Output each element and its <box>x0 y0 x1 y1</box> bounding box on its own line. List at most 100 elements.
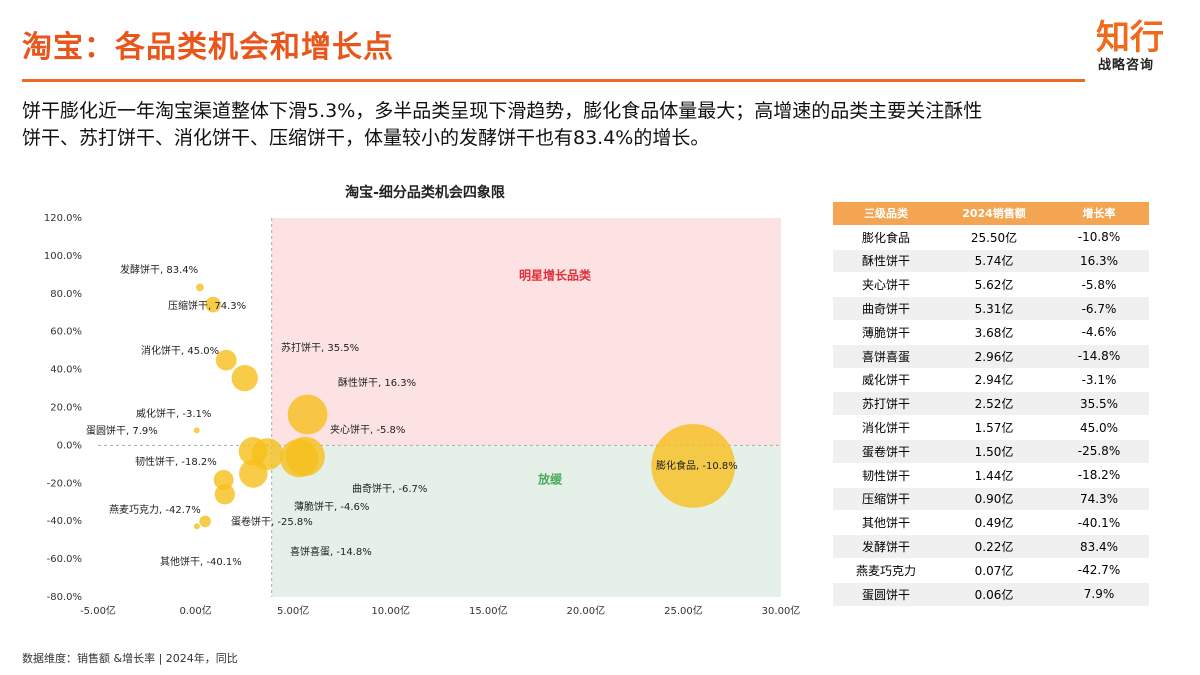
table-header-cell: 增长率 <box>1049 202 1149 226</box>
bubble <box>213 469 234 490</box>
bubble <box>280 438 319 478</box>
table-cell: 威化饼干 <box>833 368 939 393</box>
y-tick-label: 40.0% <box>50 365 82 376</box>
table-cell: 83.4% <box>1049 534 1149 559</box>
x-tick-label: 5.00亿 <box>277 604 309 617</box>
table-cell: 苏打饼干 <box>833 391 939 417</box>
table-row: 消化饼干 1.57亿 45.0% <box>833 415 1149 440</box>
description: 饼干膨化近一年淘宝渠道整体下滑5.3%，多半品类呈现下滑趋势，膨化食品体量最大；… <box>22 98 982 152</box>
y-tick-label: 20.0% <box>50 403 82 414</box>
point-label: 苏打饼干, 35.5% <box>281 341 359 354</box>
x-tick-label: 15.00亿 <box>469 604 508 617</box>
x-tick-label: 25.00亿 <box>664 604 703 617</box>
x-tick-label: 10.00亿 <box>371 604 410 617</box>
point-label: 韧性饼干, -18.2% <box>135 455 217 468</box>
title-rule <box>22 79 1085 82</box>
table-row: 喜饼喜蛋 2.96亿 -14.8% <box>833 344 1149 369</box>
x-tick-label: 30.00亿 <box>762 604 801 617</box>
table-cell: 5.74亿 <box>939 249 1049 274</box>
table-cell: 膨化食品 <box>833 225 939 250</box>
bubble <box>205 296 222 313</box>
bubble <box>214 484 236 505</box>
point-label: 发酵饼干, 83.4% <box>120 263 198 276</box>
description-line: 饼干膨化近一年淘宝渠道整体下滑5.3%，多半品类呈现下滑趋势，膨化食品体量最大；… <box>22 100 983 122</box>
table-cell: -3.1% <box>1049 368 1149 393</box>
point-label: 曲奇饼干, -6.7% <box>352 482 427 495</box>
table-cell: 曲奇饼干 <box>833 296 939 321</box>
description-line: 饼干、苏打饼干、消化饼干、压缩饼干，体量较小的发酵饼干也有83.4%的增长。 <box>22 127 710 149</box>
table-cell: -6.7% <box>1049 296 1149 321</box>
table-cell: 喜饼喜蛋 <box>833 344 939 369</box>
table-cell: 蛋卷饼干 <box>833 439 939 464</box>
bubble <box>287 394 328 435</box>
table-row: 韧性饼干 1.44亿 -18.2% <box>833 463 1149 488</box>
table-row: 蛋圆饼干 0.06亿 7.9% <box>833 582 1149 607</box>
table-cell: 2.52亿 <box>939 391 1049 417</box>
table-row: 膨化食品 25.50亿 -10.8% <box>833 225 1149 250</box>
y-tick-label: -20.0% <box>47 478 82 489</box>
y-tick-label: 100.0% <box>44 251 82 262</box>
y-tick-label: -40.0% <box>47 516 82 527</box>
point-label: 膨化食品, -10.8% <box>656 459 738 472</box>
table-row: 酥性饼干 5.74亿 16.3% <box>833 249 1149 274</box>
bubble <box>238 437 268 466</box>
table-row: 苏打饼干 2.52亿 35.5% <box>833 391 1149 417</box>
point-label: 蛋圆饼干, 7.9% <box>86 424 158 437</box>
table-cell: 0.90亿 <box>939 487 1049 512</box>
table-row: 压缩饼干 0.90亿 74.3% <box>833 487 1149 512</box>
table-cell: 夹心饼干 <box>833 272 939 298</box>
point-label: 蛋卷饼干, -25.8% <box>231 515 313 528</box>
data-table: 三级品类 2024销售额 增长率 膨化食品 25.50亿 -10.8% 酥性饼干 5.74亿 1… <box>833 202 1149 607</box>
table-cell: 0.22亿 <box>939 534 1049 559</box>
table-cell: 35.5% <box>1049 391 1149 417</box>
y-tick-label: -80.0% <box>47 592 82 603</box>
table-cell: 蛋圆饼干 <box>833 582 939 607</box>
table-cell: 酥性饼干 <box>833 249 939 274</box>
table-cell: -14.8% <box>1049 344 1149 369</box>
table-cell: -40.1% <box>1049 510 1149 536</box>
table-cell: 1.44亿 <box>939 463 1049 488</box>
table-cell: 5.62亿 <box>939 272 1049 298</box>
point-label: 夹心饼干, -5.8% <box>330 423 405 436</box>
table-cell: -10.8% <box>1049 225 1149 250</box>
point-label: 喜饼喜蛋, -14.8% <box>290 545 372 558</box>
table-cell: 45.0% <box>1049 415 1149 440</box>
table-cell: 发酵饼干 <box>833 534 939 559</box>
quadrant-label: 放缓 <box>537 472 563 487</box>
table-cell: 5.31亿 <box>939 296 1049 321</box>
table-cell: 压缩饼干 <box>833 487 939 512</box>
logo-subtitle: 战略咨询 <box>1098 58 1155 73</box>
table-cell: 0.07亿 <box>939 558 1049 583</box>
table-cell: 消化饼干 <box>833 415 939 440</box>
point-label: 薄脆饼干, -4.6% <box>294 500 369 513</box>
table-cell: 燕麦巧克力 <box>833 558 939 583</box>
y-tick-label: 120.0% <box>44 213 82 224</box>
page-title: 淘宝：各品类机会和增长点 <box>22 30 394 65</box>
table-cell: 薄脆饼干 <box>833 320 939 345</box>
bubble <box>239 459 268 488</box>
table-row: 曲奇饼干 5.31亿 -6.7% <box>833 296 1149 321</box>
point-label: 消化饼干, 45.0% <box>141 344 219 357</box>
bubble <box>215 349 237 371</box>
bubble <box>193 523 200 530</box>
y-tick-label: -60.0% <box>47 554 82 565</box>
quadrant-label: 明星增长品类 <box>519 268 592 283</box>
table-cell: 2.96亿 <box>939 344 1049 369</box>
bubble <box>651 423 736 508</box>
y-tick-label: 80.0% <box>50 289 82 300</box>
table-row: 其他饼干 0.49亿 -40.1% <box>833 510 1149 536</box>
chart-title: 淘宝-细分品类机会四象限 <box>345 184 505 201</box>
point-label: 压缩饼干, 74.3% <box>168 299 246 312</box>
table-header: 三级品类 2024销售额 增长率 <box>833 202 1149 226</box>
table-cell: 0.06亿 <box>939 582 1049 607</box>
table-row: 薄脆饼干 3.68亿 -4.6% <box>833 320 1149 345</box>
table-cell: -25.8% <box>1049 439 1149 464</box>
logo: 知行 <box>1096 18 1164 58</box>
table-header-cell: 三级品类 <box>833 202 939 226</box>
table-cell: 韧性饼干 <box>833 463 939 488</box>
table-cell: 16.3% <box>1049 249 1149 274</box>
x-tick-label: -5.00亿 <box>80 604 116 617</box>
point-label: 威化饼干, -3.1% <box>136 407 211 420</box>
bubble <box>195 283 204 292</box>
